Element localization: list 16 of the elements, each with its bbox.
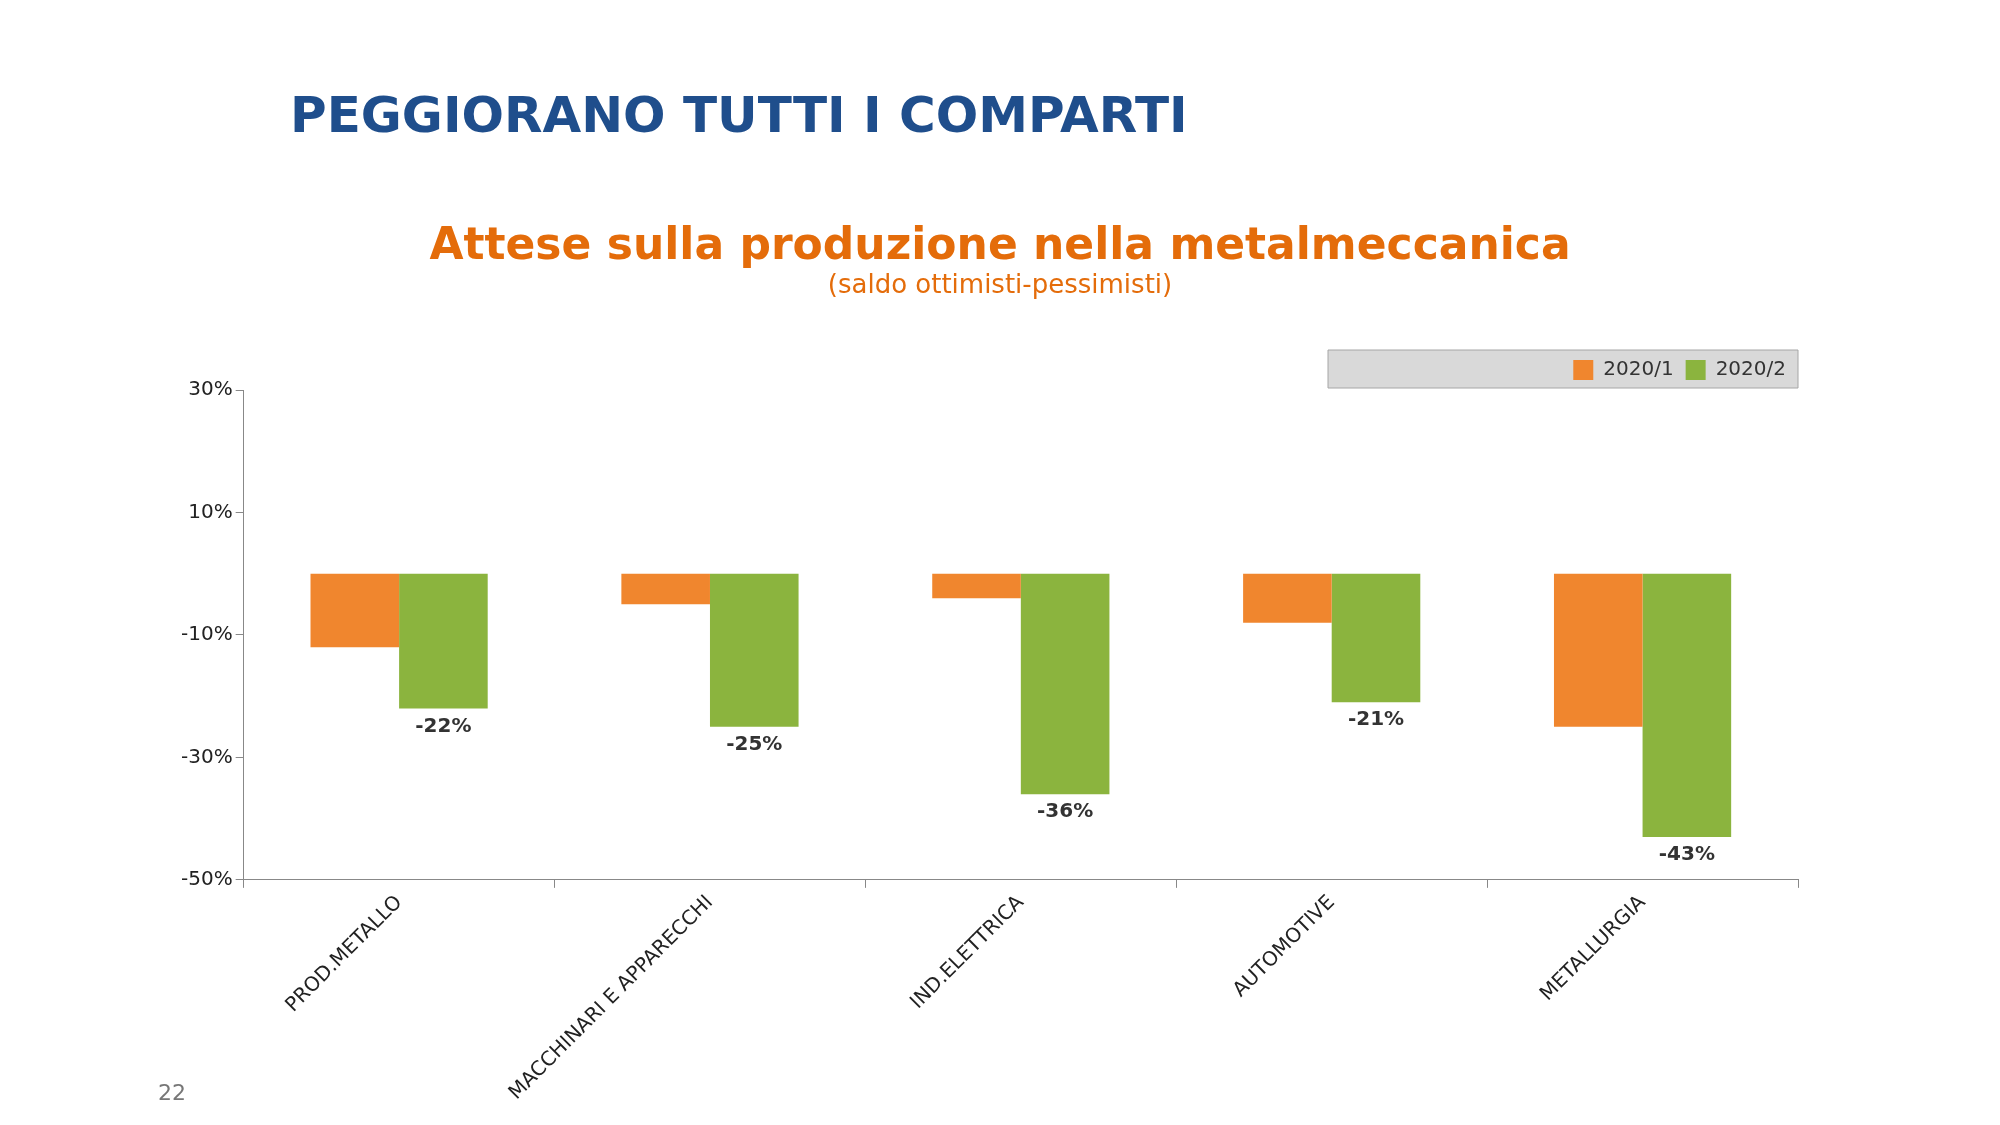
y-tick-label: -50% bbox=[181, 866, 233, 891]
legend-label: 2020/2 bbox=[1715, 356, 1787, 381]
data-label: -43% bbox=[1658, 841, 1715, 866]
y-tick-label: -10% bbox=[181, 621, 233, 646]
data-label: -22% bbox=[415, 712, 472, 737]
data-label: -36% bbox=[1037, 798, 1094, 823]
y-tick-label: -30% bbox=[181, 743, 233, 768]
y-tick-label: 10% bbox=[188, 498, 233, 523]
y-tick-label: 30% bbox=[188, 376, 233, 401]
chart-title: Attese sulla produzione nella metalmeccanica bbox=[428, 218, 1572, 269]
data-label: -21% bbox=[1347, 706, 1405, 731]
text: 22 bbox=[158, 1080, 186, 1105]
data-label: -25% bbox=[726, 730, 783, 755]
text: PEGGIORANO TUTTI I COMPARTI bbox=[290, 86, 1188, 144]
chart-subtitle: (saldo ottimisti-pessimisti) bbox=[826, 269, 1174, 299]
legend-label: 2020/1 bbox=[1603, 356, 1674, 381]
